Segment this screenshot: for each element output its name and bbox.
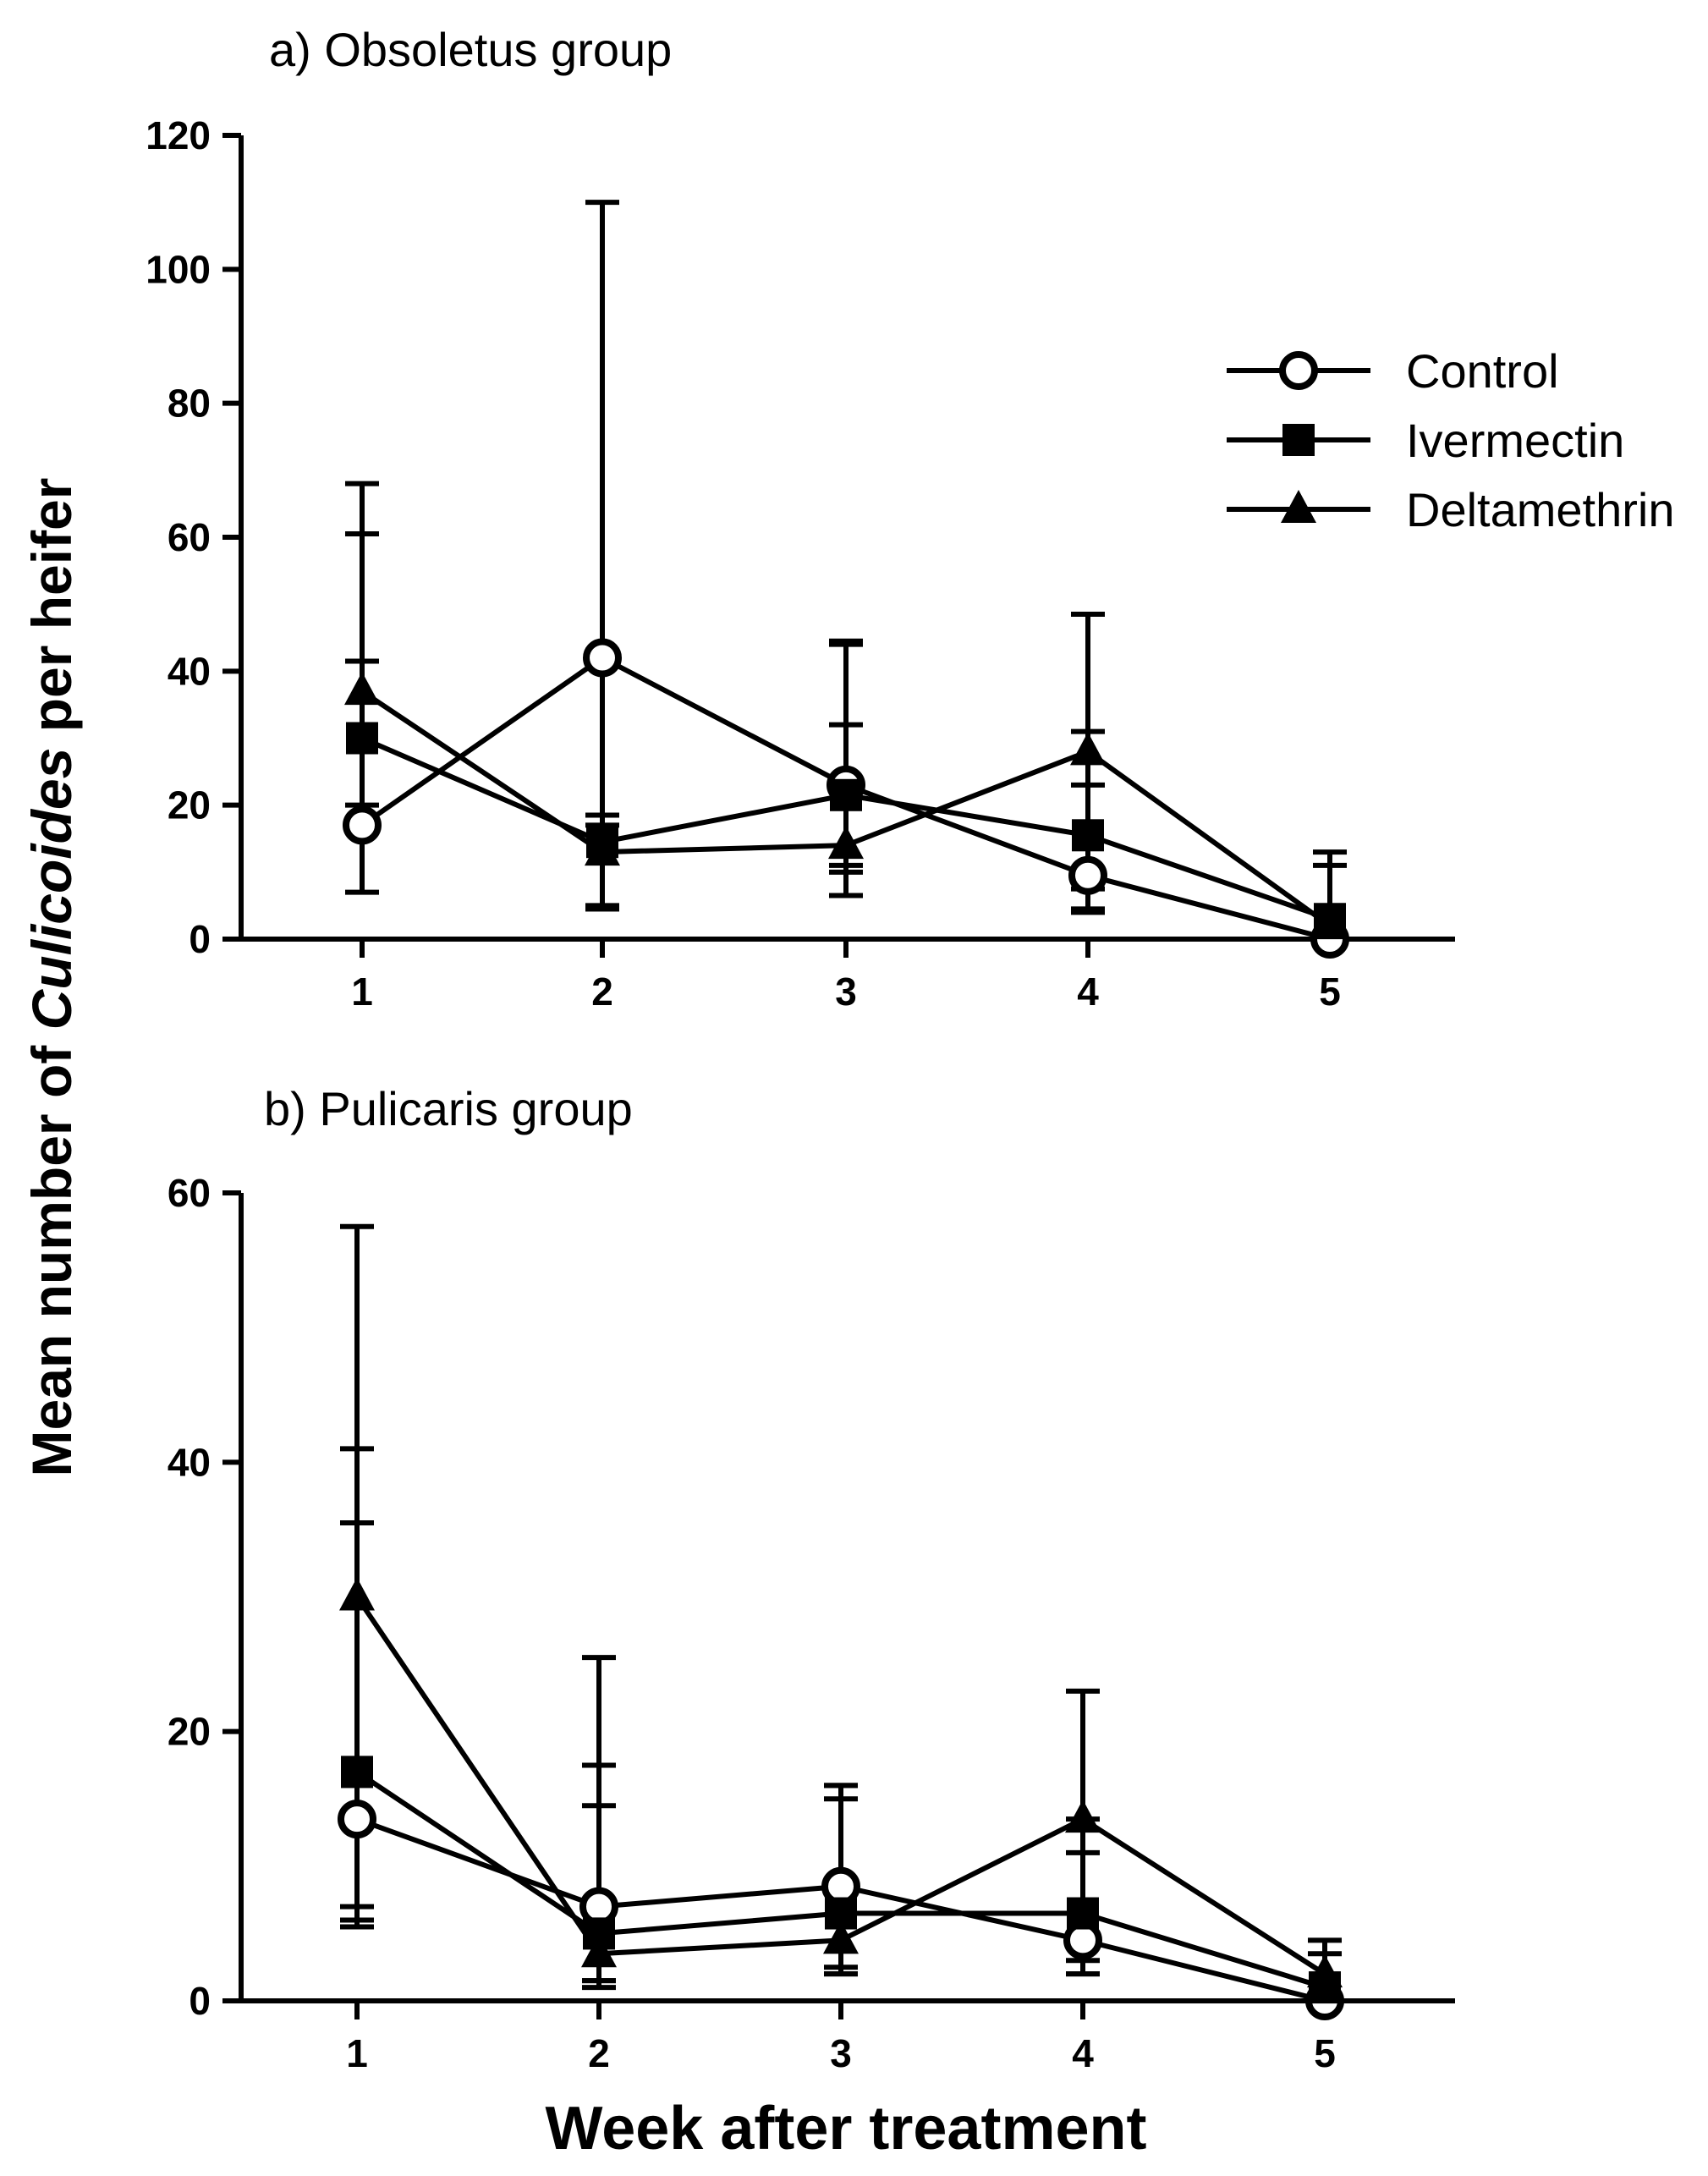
- legend-item-control: Control: [1227, 344, 1559, 398]
- chart-b-x-tick-label: 3: [830, 2031, 852, 2075]
- chart-a-x-tick-label: 3: [835, 970, 857, 1014]
- data-point-deltamethrin: [823, 1920, 859, 1954]
- legend-label: Ivermectin: [1406, 414, 1624, 467]
- data-point-deltamethrin: [1312, 906, 1348, 940]
- legend-item-deltamethrin: Deltamethrin: [1227, 483, 1674, 536]
- chart-b-x-tick-label: 2: [588, 2031, 610, 2075]
- chart-b-x-tick-label: 5: [1314, 2031, 1336, 2075]
- chart-a-title: a) Obsoletus group: [269, 23, 672, 76]
- chart-a-x-tick-label: 1: [351, 970, 373, 1014]
- data-point-control: [1068, 855, 1107, 895]
- chart-b-marks: [338, 1223, 1344, 2020]
- chart-a-y-tick-label: 80: [168, 382, 211, 426]
- y-axis-title-italic: Culicoides: [20, 748, 83, 1030]
- chart-a-ticks: 0 20 40 60 80 100 120 1 2 3 4 5: [146, 113, 1455, 1014]
- data-point-deltamethrin: [581, 1934, 617, 1968]
- data-point-control: [343, 805, 382, 845]
- data-point-deltamethrin: [1065, 1800, 1101, 1833]
- chart-a-y-tick-label: 100: [146, 247, 211, 291]
- data-point-ivermectin: [346, 722, 378, 755]
- chart-a-x-tick-label: 5: [1319, 970, 1341, 1014]
- chart-a: a) Obsoletus group 0 20 40 60 80 100 120 1 2 3 4 5: [146, 23, 1455, 1014]
- chart-b-title: b) Pulicaris group: [264, 1082, 633, 1135]
- chart-b-y-tick-label: 0: [189, 1979, 211, 2023]
- data-point-deltamethrin: [1307, 1954, 1343, 1988]
- legend-label: Deltamethrin: [1406, 483, 1674, 536]
- y-axis-title-suffix: per heifer: [20, 478, 83, 748]
- chart-b: b) Pulicaris group 0 20 40 60 1 2 3 4 5: [168, 1082, 1455, 2075]
- chart-a-y-tick-label: 120: [146, 113, 211, 157]
- chart-b-points-deltamethrin: [339, 1577, 1343, 1988]
- data-point-ivermectin: [341, 1756, 373, 1789]
- chart-b-y-tick-label: 40: [168, 1440, 211, 1484]
- chart-b-x-tick-label: 1: [346, 2031, 368, 2075]
- legend-item-ivermectin: Ivermectin: [1227, 414, 1624, 467]
- legend: Control Ivermectin Deltamethrin: [1227, 344, 1674, 536]
- x-axis-title: Week after treatment: [546, 2095, 1147, 2162]
- chart-a-y-tick-label: 20: [168, 783, 211, 827]
- data-point-deltamethrin: [828, 826, 864, 860]
- data-point-ivermectin: [1067, 1897, 1099, 1930]
- legend-label: Control: [1406, 344, 1559, 398]
- data-point-deltamethrin: [344, 672, 380, 706]
- chart-a-marks: [343, 200, 1349, 959]
- chart-b-x-tick-label: 4: [1072, 2031, 1094, 2075]
- chart-a-x-tick-label: 2: [591, 970, 613, 1014]
- legend-marker: [1279, 351, 1318, 390]
- data-point-deltamethrin: [585, 832, 620, 866]
- legend-marker: [1281, 490, 1316, 523]
- y-axis-title-prefix: Mean number of: [20, 1030, 83, 1476]
- chart-b-ticks: 0 20 40 60 1 2 3 4 5: [168, 1171, 1455, 2075]
- data-point-deltamethrin: [1070, 732, 1106, 766]
- chart-b-y-tick-label: 20: [168, 1710, 211, 1754]
- data-point-control: [583, 638, 622, 678]
- chart-a-points-deltamethrin: [344, 672, 1348, 940]
- chart-a-errorbars-control: [345, 200, 1105, 915]
- data-point-deltamethrin: [339, 1577, 375, 1611]
- legend-marker: [1282, 424, 1315, 456]
- chart-b-y-tick-label: 60: [168, 1171, 211, 1215]
- data-point-control: [338, 1800, 376, 1839]
- chart-a-y-tick-label: 60: [168, 515, 211, 559]
- chart-a-y-tick-label: 0: [189, 917, 211, 961]
- data-point-ivermectin: [1072, 819, 1104, 852]
- chart-a-x-tick-label: 4: [1077, 970, 1099, 1014]
- chart-a-y-tick-label: 40: [168, 649, 211, 693]
- data-point-ivermectin: [830, 778, 862, 811]
- y-axis-title: Mean number of Culicoides per heifer: [20, 478, 83, 1477]
